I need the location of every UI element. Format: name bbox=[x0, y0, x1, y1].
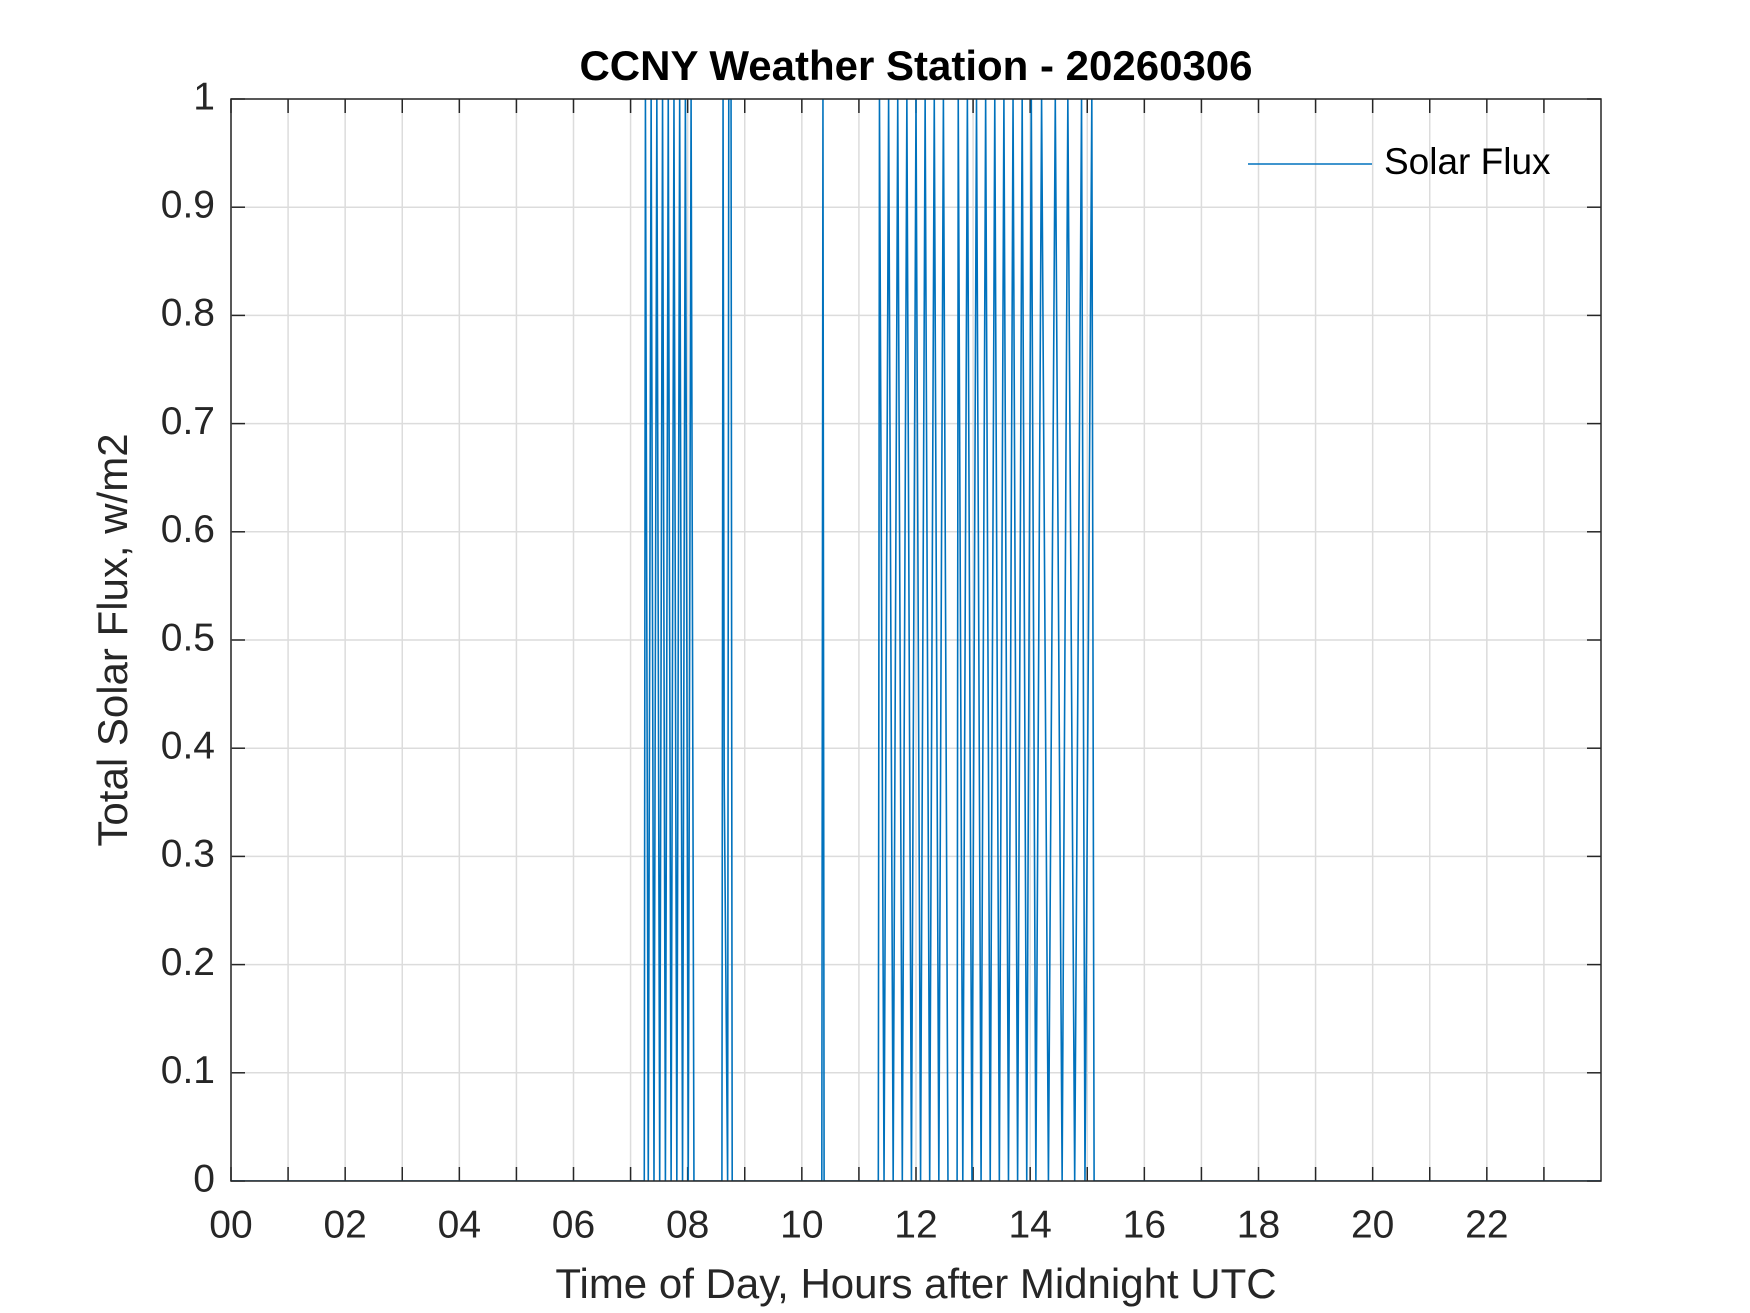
y-axis-label: Total Solar Flux, w/m2 bbox=[89, 433, 136, 846]
axes-box bbox=[230, 98, 1602, 1182]
y-tick-label: 0.9 bbox=[161, 183, 215, 226]
y-tick-label: 0.6 bbox=[161, 508, 215, 551]
data-line bbox=[231, 99, 1601, 1181]
x-tick-label: 02 bbox=[323, 1203, 366, 1246]
y-tick-label: 0.5 bbox=[161, 616, 215, 659]
y-tick-label: 0.3 bbox=[161, 833, 215, 876]
plot-area bbox=[231, 99, 1601, 1181]
x-tick-label: 22 bbox=[1465, 1203, 1508, 1246]
x-tick-label: 16 bbox=[1123, 1203, 1166, 1246]
x-tick-label: 00 bbox=[209, 1203, 252, 1246]
y-tick-label: 0.4 bbox=[161, 724, 215, 767]
chart-title: CCNY Weather Station - 20260306 bbox=[579, 42, 1252, 89]
y-tick-label: 0.7 bbox=[161, 400, 215, 443]
y-tick-label: 0 bbox=[193, 1157, 215, 1200]
x-tick-label: 04 bbox=[438, 1203, 481, 1246]
x-tick-label: 08 bbox=[666, 1203, 709, 1246]
x-tick-label: 14 bbox=[1008, 1203, 1051, 1246]
x-tick-label: 20 bbox=[1351, 1203, 1394, 1246]
x-tick-label: 18 bbox=[1237, 1203, 1280, 1246]
x-tick-label: 10 bbox=[780, 1203, 823, 1246]
y-tick-label: 0.2 bbox=[161, 941, 215, 984]
legend-label: Solar Flux bbox=[1384, 141, 1551, 182]
x-tick-label: 06 bbox=[552, 1203, 595, 1246]
y-tick-label: 1 bbox=[193, 75, 215, 118]
y-tick-label: 0.1 bbox=[161, 1049, 215, 1092]
x-axis-label: Time of Day, Hours after Midnight UTC bbox=[555, 1260, 1276, 1307]
x-tick-label: 12 bbox=[894, 1203, 937, 1246]
y-tick-label: 0.8 bbox=[161, 292, 215, 335]
